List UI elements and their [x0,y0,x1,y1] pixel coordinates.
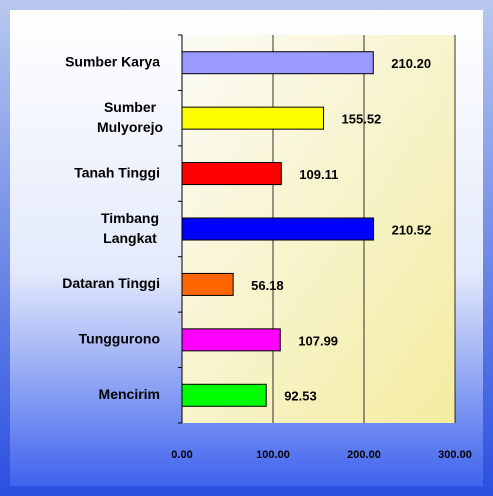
x-tick-label: 0.00 [171,449,192,461]
bar [181,328,281,352]
value-label: 210.52 [392,222,432,237]
value-label: 155.52 [342,112,382,127]
y-tick-label: Dataran Tinggi [62,275,160,291]
value-label: 109.11 [299,167,338,182]
bar [181,383,267,407]
x-tick-label: 300.00 [438,449,472,461]
x-tick-label: 100.00 [256,449,290,461]
value-label: 92.53 [284,389,317,404]
bar [181,106,325,130]
bar [181,217,375,241]
bar [181,162,282,186]
y-tick-label: Timbang Langkat [101,210,159,246]
value-label: 210.20 [391,56,431,71]
y-tick-label: Sumber Karya [65,53,160,69]
value-label: 56.18 [251,278,284,293]
x-tick-label: 200.00 [347,449,381,461]
y-tick-label: Mencirim [99,386,160,402]
value-label: 107.99 [298,333,338,348]
y-tick-label: Tanah Tinggi [74,164,160,180]
y-tick-label: Tunggurono [79,331,160,347]
bar [181,51,374,75]
bar [181,272,234,296]
y-tick-label: Sumber Mulyorejo [97,99,163,135]
